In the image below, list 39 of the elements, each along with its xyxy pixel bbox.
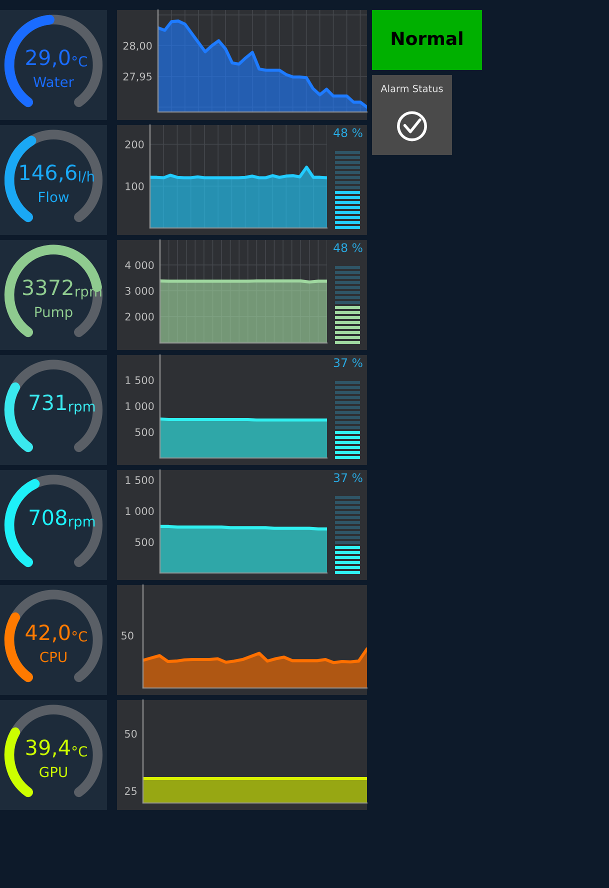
text: 37 % bbox=[334, 358, 362, 368]
text: 48 % bbox=[334, 243, 362, 252]
text: 731 bbox=[30, 394, 66, 410]
text: GPU bbox=[40, 766, 67, 778]
text: 3372 bbox=[22, 280, 72, 296]
text: 42,0 bbox=[26, 624, 70, 642]
y-tick-label: 4 000 bbox=[125, 261, 154, 270]
text: Alarm Status bbox=[380, 84, 443, 92]
text: rpm bbox=[69, 518, 95, 530]
y-tick-label: 1 500 bbox=[126, 476, 154, 484]
text: Pump bbox=[35, 306, 72, 320]
y-tick-label: 2 000 bbox=[125, 312, 154, 321]
y-tick-label: 1 000 bbox=[126, 402, 154, 410]
y-tick-label: 1 000 bbox=[126, 507, 154, 516]
y-tick-label: 50 bbox=[124, 730, 137, 738]
text: CPU bbox=[40, 652, 66, 662]
y-tick-label: 1 500 bbox=[126, 376, 154, 384]
text: 708 bbox=[30, 510, 66, 526]
y-tick-label: 28,00 bbox=[123, 42, 152, 51]
y-tick-label: 100 bbox=[126, 182, 144, 190]
text: l/h bbox=[79, 170, 94, 183]
y-tick-label: 3 000 bbox=[125, 286, 154, 295]
text: 39,4 bbox=[26, 740, 70, 758]
y-tick-label: 500 bbox=[135, 538, 154, 546]
text: Water bbox=[33, 76, 74, 88]
text: 48 % bbox=[334, 128, 362, 138]
text: rpm bbox=[69, 404, 95, 414]
text: °C bbox=[72, 631, 87, 642]
text: 29,0 bbox=[26, 50, 70, 68]
text: Flow bbox=[39, 191, 69, 202]
y-tick-label: 25 bbox=[124, 787, 137, 795]
y-tick-label: 200 bbox=[125, 140, 144, 148]
y-tick-label: 500 bbox=[135, 428, 154, 436]
text: 146,6 bbox=[20, 164, 76, 182]
y-tick-label: 27,95 bbox=[123, 72, 152, 82]
text: 37 % bbox=[334, 473, 362, 482]
text: °C bbox=[72, 56, 87, 67]
text: Normal bbox=[392, 31, 462, 46]
text: °C bbox=[72, 746, 87, 757]
